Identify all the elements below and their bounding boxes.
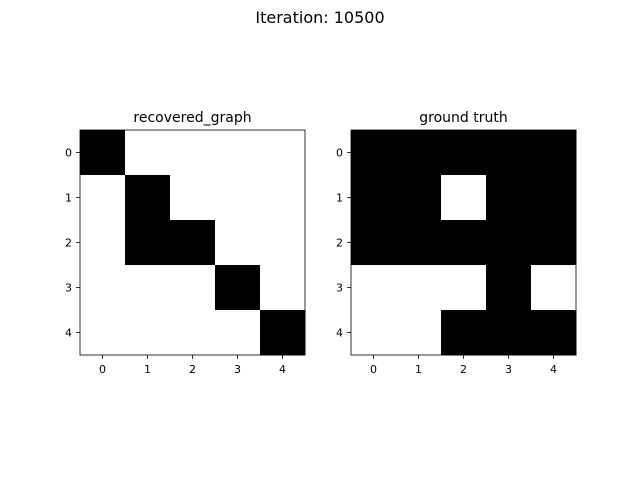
heatmap-cell-r1-c0	[80, 175, 126, 221]
heatmap-cell-r4-c4	[260, 310, 306, 356]
heatmap-title-ground-truth: ground truth	[419, 110, 507, 126]
heatmap-cell-r1-c4	[260, 175, 306, 221]
heatmap-cell-r2-c1	[396, 220, 442, 266]
heatmap-cell-r4-c3	[486, 310, 532, 356]
heatmap-cell-r3-c2	[170, 265, 216, 311]
heatmap-cell-r1-c1	[396, 175, 442, 221]
heatmap-cell-r1-c0	[351, 175, 397, 221]
heatmap-cell-r3-c3	[215, 265, 261, 311]
heatmap-cell-r0-c1	[396, 130, 442, 176]
heatmap-panel-recovered-graph: recovered_graph 0 1 2 3 4 0 1 2 3 4	[65, 110, 306, 376]
y-tick-label: 1	[336, 192, 343, 205]
heatmap-cell-r1-c2	[441, 175, 487, 221]
y-tick-label: 4	[336, 327, 343, 340]
heatmap-cell-r1-c4	[531, 175, 577, 221]
x-tick-label: 2	[460, 363, 467, 376]
heatmap-cell-r4-c1	[396, 310, 442, 356]
heatmap-cell-r3-c0	[80, 265, 126, 311]
heatmap-cell-r0-c2	[170, 130, 216, 176]
heatmap-cell-r3-c2	[441, 265, 487, 311]
heatmap-cell-r2-c2	[170, 220, 216, 266]
heatmap-cell-r0-c4	[260, 130, 306, 176]
heatmap-cell-r2-c0	[80, 220, 126, 266]
heatmap-cell-r4-c0	[80, 310, 126, 356]
heatmap-cell-r3-c0	[351, 265, 397, 311]
y-tick-label: 3	[336, 282, 343, 295]
y-tick-label: 2	[336, 237, 343, 250]
heatmap-panel-ground-truth: ground truth 0 1 2 3 4 0 1 2 3 4	[336, 110, 577, 376]
heatmap-cell-r3-c4	[531, 265, 577, 311]
heatmap-cell-r0-c3	[215, 130, 261, 176]
heatmap-cell-r2-c0	[351, 220, 397, 266]
heatmap-cell-r0-c0	[80, 130, 126, 176]
heatmap-cell-r3-c3	[486, 265, 532, 311]
x-tick-label: 1	[144, 363, 151, 376]
heatmap-cell-r1-c2	[170, 175, 216, 221]
x-tick-label: 2	[189, 363, 196, 376]
heatmap-cell-r0-c0	[351, 130, 397, 176]
heatmap-title-recovered-graph: recovered_graph	[133, 110, 251, 126]
heatmap-cell-r0-c1	[125, 130, 171, 176]
heatmap-cell-r3-c1	[125, 265, 171, 311]
heatmap-cell-r2-c4	[260, 220, 306, 266]
heatmap-cell-r1-c3	[486, 175, 532, 221]
y-tick-label: 0	[336, 147, 343, 160]
heatmap-cell-r0-c4	[531, 130, 577, 176]
heatmap-cell-r1-c3	[215, 175, 261, 221]
y-tick-label: 0	[65, 147, 72, 160]
x-tick-label: 4	[550, 363, 557, 376]
heatmap-cell-r2-c2	[441, 220, 487, 266]
heatmap-cell-r1-c1	[125, 175, 171, 221]
y-tick-label: 3	[65, 282, 72, 295]
x-tick-label: 4	[279, 363, 286, 376]
heatmap-cell-r0-c3	[486, 130, 532, 176]
x-tick-label: 1	[415, 363, 422, 376]
y-tick-label: 2	[65, 237, 72, 250]
heatmap-cell-r2-c3	[486, 220, 532, 266]
heatmap-cell-r4-c2	[441, 310, 487, 356]
heatmap-cell-r4-c0	[351, 310, 397, 356]
figure-suptitle: Iteration: 10500	[255, 8, 384, 27]
x-tick-label: 3	[505, 363, 512, 376]
y-tick-label: 1	[65, 192, 72, 205]
y-tick-label: 4	[65, 327, 72, 340]
heatmap-cell-r4-c2	[170, 310, 216, 356]
x-tick-label: 0	[370, 363, 377, 376]
heatmap-cell-r4-c4	[531, 310, 577, 356]
heatmap-cell-r4-c3	[215, 310, 261, 356]
x-tick-label: 0	[99, 363, 106, 376]
heatmap-cell-r2-c3	[215, 220, 261, 266]
x-tick-label: 3	[234, 363, 241, 376]
heatmap-cell-r4-c1	[125, 310, 171, 356]
heatmap-cell-r2-c4	[531, 220, 577, 266]
heatmap-cell-r2-c1	[125, 220, 171, 266]
heatmap-cell-r3-c4	[260, 265, 306, 311]
heatmap-cell-r0-c2	[441, 130, 487, 176]
heatmap-cell-r3-c1	[396, 265, 442, 311]
